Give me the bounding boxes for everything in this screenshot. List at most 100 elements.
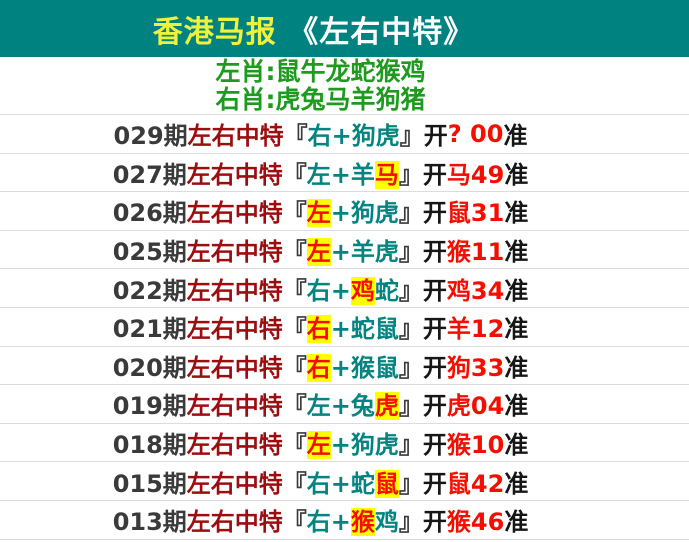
- period-label: 015期: [112, 469, 187, 498]
- pick-segments: 右+蛇鼠: [307, 464, 399, 499]
- pick-highlighted: 右: [306, 315, 331, 344]
- pick-segments: 右+狗虎: [308, 116, 400, 151]
- period-label: 013期: [112, 508, 187, 537]
- pick-segments: 右+猴鸡: [307, 502, 399, 537]
- page-title-brand: 香港马报: [152, 14, 277, 50]
- open-word: 开: [422, 238, 447, 267]
- row-title-label: 左右中特: [186, 353, 283, 382]
- open-word: 开: [422, 276, 447, 305]
- open-word: 开: [422, 469, 447, 498]
- open-bracket: 『: [282, 160, 307, 189]
- result-value: 鼠31: [446, 199, 505, 228]
- pick-text: 左+羊: [306, 160, 375, 189]
- pick-text: 右+蛇: [306, 469, 375, 498]
- pick-text: +狗虎: [330, 431, 399, 460]
- table-row: 021期 左右中特『右+蛇鼠』开羊12 准: [0, 308, 689, 347]
- pick-highlighted: 右: [306, 353, 331, 382]
- zodiac-right-line: 右肖:虎兔马羊狗猪: [215, 84, 426, 114]
- open-bracket: 『: [282, 392, 307, 421]
- close-bracket: 』: [399, 122, 424, 151]
- period-label: 027期: [112, 160, 187, 189]
- close-bracket: 』: [398, 353, 423, 382]
- open-bracket: 『: [282, 315, 307, 344]
- result-value: 马49: [446, 160, 505, 189]
- result-value: 虎04: [446, 392, 505, 421]
- table-row: 018期 左右中特『左+狗虎』开猴10 准: [0, 424, 689, 463]
- pick-highlighted: 马: [374, 160, 399, 189]
- open-word: 开: [423, 122, 448, 151]
- accurate-word: 准: [504, 392, 529, 421]
- close-bracket: 』: [398, 199, 423, 228]
- table-row: 022期 左右中特『右+鸡蛇』开鸡34 准: [0, 269, 689, 308]
- pick-segments: 左+兔虎: [307, 386, 399, 421]
- pick-segments: 左+羊虎: [306, 232, 399, 267]
- pick-segments: 左+羊马: [307, 155, 399, 190]
- close-bracket: 』: [398, 508, 423, 537]
- result-value: 猴11: [446, 238, 505, 267]
- close-bracket: 』: [398, 469, 423, 498]
- page-title: 香港马报 《左右中特》: [153, 7, 474, 51]
- row-title-label: 左右中特: [186, 469, 283, 498]
- pick-highlighted: 左: [306, 431, 331, 460]
- accurate-word: 准: [504, 199, 529, 228]
- period-label: 025期: [112, 238, 187, 267]
- open-bracket: 『: [283, 122, 308, 151]
- pick-highlighted: 虎: [374, 392, 399, 421]
- accurate-word: 准: [504, 431, 529, 460]
- pick-segments: 右+蛇鼠: [306, 309, 399, 344]
- result-value: ? 00: [447, 119, 504, 148]
- result-value: 猴46: [446, 508, 505, 537]
- pick-text: +羊虎: [330, 238, 399, 267]
- pick-segments: 右+鸡蛇: [307, 271, 399, 306]
- period-label: 021期: [112, 315, 187, 344]
- accurate-word: 准: [504, 238, 529, 267]
- open-word: 开: [422, 353, 447, 382]
- open-word: 开: [422, 431, 447, 460]
- accurate-word: 准: [504, 508, 529, 537]
- close-bracket: 』: [398, 431, 423, 460]
- accurate-word: 准: [503, 122, 528, 151]
- result-value: 鸡34: [446, 276, 505, 305]
- row-title-label: 左右中特: [186, 276, 283, 305]
- period-label: 019期: [112, 392, 187, 421]
- pick-text: 左+兔: [306, 392, 375, 421]
- row-title-label: 左右中特: [186, 392, 283, 421]
- table-row: 015期 左右中特『右+蛇鼠』开鼠42 准: [0, 462, 689, 501]
- pick-text: +猴鼠: [330, 353, 399, 382]
- result-value: 猴10: [446, 431, 505, 460]
- open-word: 开: [422, 392, 447, 421]
- open-word: 开: [422, 199, 447, 228]
- open-word: 开: [422, 160, 447, 189]
- zodiac-legend: 左肖:鼠牛龙蛇猴鸡 右肖:虎兔马羊狗猪: [0, 57, 689, 115]
- pick-segments: 左+狗虎: [306, 425, 399, 460]
- table-row: 026期 左右中特『左+狗虎』开鼠31 准: [0, 192, 689, 231]
- open-bracket: 『: [282, 199, 307, 228]
- pick-text: 右+狗虎: [307, 122, 400, 151]
- pick-text: 右+: [306, 508, 351, 537]
- open-bracket: 『: [282, 508, 307, 537]
- open-word: 开: [422, 315, 447, 344]
- accurate-word: 准: [504, 276, 529, 305]
- pick-highlighted: 鼠: [374, 469, 399, 498]
- accurate-word: 准: [504, 469, 529, 498]
- table-row: 020期 左右中特『右+猴鼠』开狗33 准: [0, 347, 689, 386]
- pick-highlighted: 左: [306, 238, 331, 267]
- row-title-label: 左右中特: [186, 160, 283, 189]
- open-bracket: 『: [282, 238, 307, 267]
- pick-text: 右+: [306, 276, 351, 305]
- period-label: 029期: [113, 122, 188, 151]
- row-title-label: 左右中特: [186, 238, 283, 267]
- row-title-label: 左右中特: [186, 315, 283, 344]
- table-row: 013期 左右中特『右+猴鸡』开猴46 准: [0, 501, 689, 540]
- pick-highlighted: 猴: [350, 508, 375, 537]
- pick-text: 蛇: [374, 276, 399, 305]
- result-value: 羊12: [446, 315, 505, 344]
- close-bracket: 』: [398, 276, 423, 305]
- close-bracket: 』: [398, 315, 423, 344]
- table-row: 025期 左右中特『左+羊虎』开猴11 准: [0, 231, 689, 270]
- row-title-label: 左右中特: [187, 122, 284, 151]
- pick-text: +狗虎: [330, 199, 399, 228]
- pick-highlighted: 鸡: [350, 276, 375, 305]
- accurate-word: 准: [504, 315, 529, 344]
